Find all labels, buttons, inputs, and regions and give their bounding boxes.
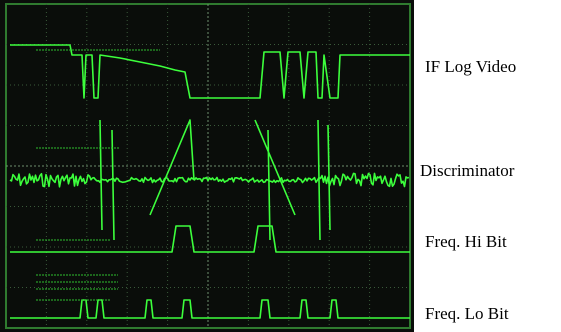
trace-label: Discriminator — [420, 161, 515, 180]
trace-label: Freq. Lo Bit — [425, 304, 509, 323]
page: IF Log Video Discriminator Freq. Hi Bit … — [0, 0, 561, 332]
trace-label: Freq. Hi Bit — [425, 232, 507, 251]
trace-label: IF Log Video — [425, 57, 516, 76]
screenshot: IF Log Video Discriminator Freq. Hi Bit … — [0, 0, 561, 332]
